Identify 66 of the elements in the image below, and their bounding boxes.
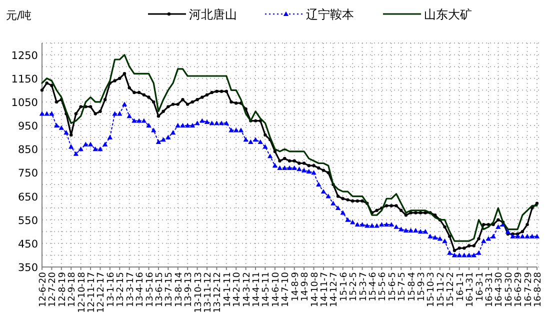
x-tick-label: 15-11-2 xyxy=(436,272,446,308)
x-tick-label: 12-10-18 xyxy=(77,272,88,313)
x-tick-label: 15-2-5 xyxy=(349,272,360,302)
y-tick-label: 350 xyxy=(18,262,38,274)
x-tick-label: 13-1-16 xyxy=(106,272,116,308)
x-tick-label: 14-12-7 xyxy=(330,272,340,308)
x-tick-label: 14-3-12 xyxy=(242,272,252,308)
x-tick-label: 13-11-12 xyxy=(204,272,214,313)
x-tick-label: 13-4-16 xyxy=(136,272,146,308)
x-tick-label: 13-10-13 xyxy=(194,272,204,313)
x-tick-label: 12-6-20 xyxy=(38,272,48,308)
x-tick-label: 13-2-15 xyxy=(116,272,126,308)
x-tick-label: 13-9-13 xyxy=(184,272,194,308)
x-tick-label: 16-7-29 xyxy=(524,272,534,308)
x-tick-label: 13-8-14 xyxy=(174,272,184,308)
x-tick-label: 16-5-30 xyxy=(504,272,514,308)
x-tick-label: 14-10-8 xyxy=(310,272,320,308)
legend-label: 山东大矿 xyxy=(424,8,472,22)
x-tick-label: 15-1-6 xyxy=(339,272,350,302)
y-tick-label: 750 xyxy=(18,168,38,180)
x-tick-label: 16-6-29 xyxy=(514,272,524,308)
x-tick-label: 13-7-15 xyxy=(164,272,175,308)
x-tick-label: 16-1-31 xyxy=(466,272,476,308)
x-tick-label: 15-7-5 xyxy=(398,272,408,302)
x-tick-label: 15-3-7 xyxy=(358,272,369,302)
x-tick-label: 15-12-2 xyxy=(446,272,456,308)
legend-label: 辽宁鞍本 xyxy=(306,8,354,22)
x-tick-label: 15-10-3 xyxy=(426,272,437,308)
x-tick-label: 14-5-11 xyxy=(262,272,272,308)
x-tick-label: 14-8-9 xyxy=(290,272,301,302)
x-tick-label: 14-6-10 xyxy=(271,272,282,308)
y-tick-label: 450 xyxy=(18,238,38,250)
x-tick-label: 12-11-17 xyxy=(87,272,98,313)
x-tick-label: 16-3-31 xyxy=(484,272,495,308)
x-tick-label: 15-8-4 xyxy=(407,272,418,302)
y-tick-label: 550 xyxy=(18,214,38,227)
x-tick-label: 14-1-11 xyxy=(222,272,233,308)
x-tick-label: 12-8-19 xyxy=(58,272,68,308)
x-tick-label: 13-6-15 xyxy=(154,272,165,308)
y-tick-label: 850 xyxy=(18,144,38,156)
y-axis-title: 元/吨 xyxy=(6,9,32,22)
x-tick-label: 15-4-6 xyxy=(368,272,378,302)
x-tick-label: 12-9-18 xyxy=(68,272,78,308)
x-tick-label: 14-7-10 xyxy=(281,272,292,308)
x-tick-label: 14-2-10 xyxy=(232,272,243,308)
x-tick-label: 13-12-12 xyxy=(213,272,224,313)
x-tick-label: 16-8-28 xyxy=(534,272,544,308)
x-tick-label: 14-11-7 xyxy=(320,272,330,308)
x-tick-label: 15-5-6 xyxy=(378,272,388,302)
x-tick-label: 16-1-1 xyxy=(456,272,466,302)
x-tick-label: 16-3-1 xyxy=(475,272,486,302)
y-tick-label: 1250 xyxy=(11,50,38,62)
x-tick-label: 15-6-5 xyxy=(388,272,398,302)
y-tick-label: 1050 xyxy=(11,96,38,109)
y-tick-label: 650 xyxy=(18,191,38,204)
x-tick-label: 12-12-17 xyxy=(96,272,107,313)
x-tick-label: 14-9-8 xyxy=(300,272,311,302)
x-tick-label: 12-7-20 xyxy=(48,272,58,308)
y-tick-label: 1150 xyxy=(11,73,38,86)
x-tick-label: 13-5-16 xyxy=(145,272,156,308)
y-tick-label: 950 xyxy=(18,120,38,133)
legend-label: 河北唐山 xyxy=(189,8,237,22)
x-tick-label: 16-4-30 xyxy=(494,272,505,308)
x-tick-label: 13-3-17 xyxy=(126,272,136,308)
x-tick-label: 14-4-11 xyxy=(252,272,262,308)
x-tick-label: 15-9-3 xyxy=(417,272,428,302)
